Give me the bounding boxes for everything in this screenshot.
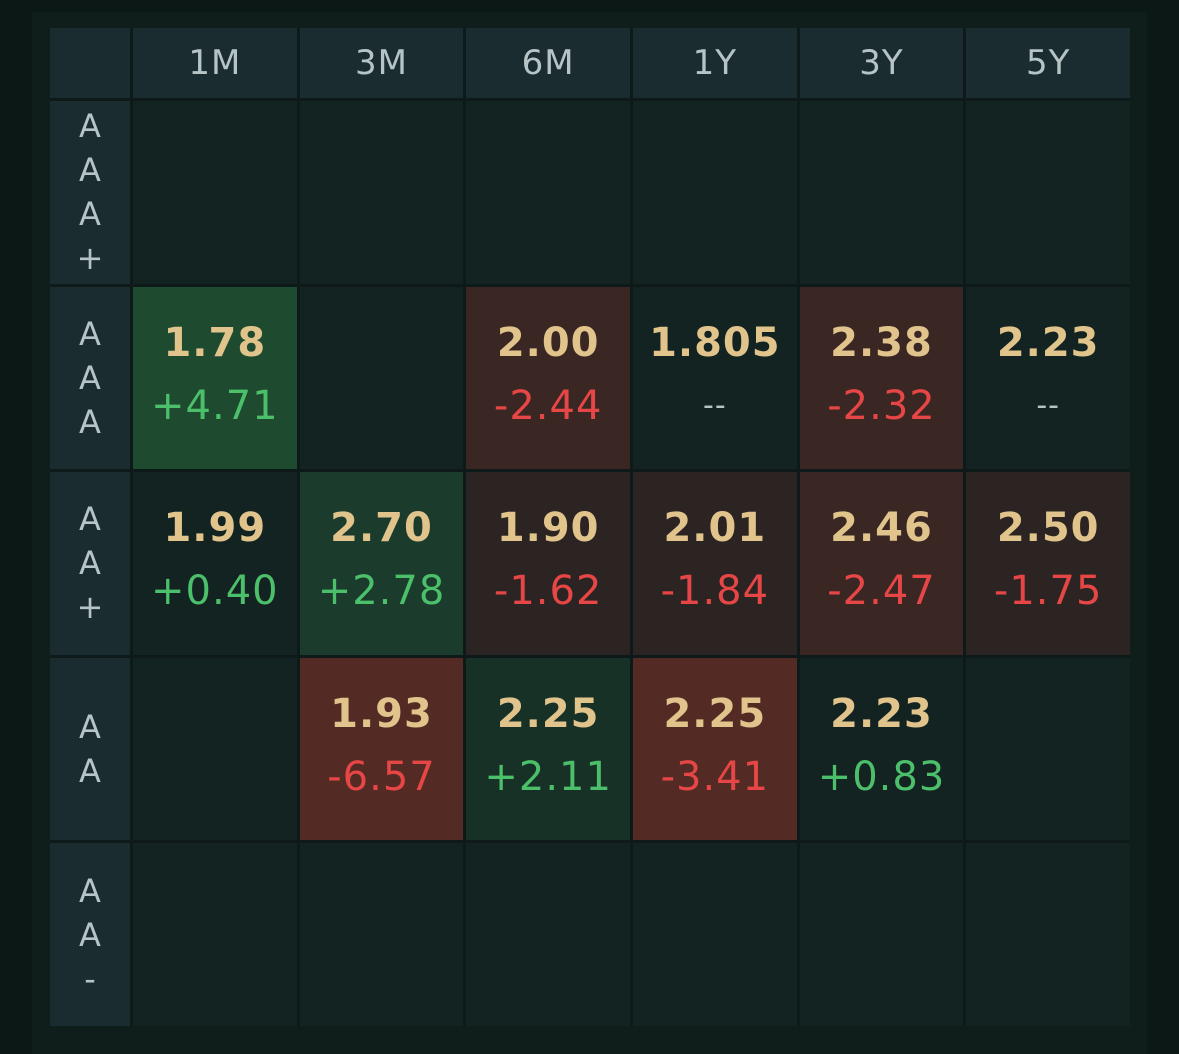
quote-rate: 1.805 — [649, 319, 781, 366]
quote-change: +0.40 — [151, 568, 279, 615]
quote-change: +4.71 — [151, 382, 279, 429]
matrix-corner — [50, 28, 130, 98]
row-header-char: + — [76, 239, 104, 278]
empty-cell — [799, 843, 964, 1026]
quote-rate: 2.70 — [330, 505, 433, 552]
quote-change: -2.32 — [827, 382, 936, 429]
quote-cell[interactable]: 2.23 +0.83 — [799, 657, 964, 841]
column-header-3y: 3Y — [799, 28, 964, 98]
quote-change: -1.62 — [493, 568, 603, 615]
quote-rate: 2.50 — [996, 505, 1100, 552]
empty-cell — [299, 101, 464, 284]
quote-change: -2.44 — [493, 382, 603, 429]
quote-cell[interactable]: 2.01 -1.84 — [633, 472, 797, 655]
quote-change: -- — [1036, 387, 1060, 423]
quote-change: +2.11 — [484, 754, 612, 801]
column-header-1m: 1M — [133, 28, 297, 98]
empty-cell — [466, 843, 630, 1026]
quote-rate: 1.99 — [163, 505, 267, 552]
row-header-char: A — [79, 544, 101, 583]
quote-cell[interactable]: 2.50 -1.75 — [966, 472, 1130, 655]
empty-cell — [966, 843, 1130, 1026]
quote-change: -- — [703, 387, 727, 423]
empty-cell — [133, 843, 297, 1026]
quote-cell[interactable]: 2.23 -- — [966, 286, 1130, 470]
quote-change: +2.78 — [317, 568, 446, 615]
row-header-char: A — [79, 314, 101, 353]
quote-rate: 1.93 — [330, 691, 433, 738]
row-header-rating: A A A + — [50, 101, 130, 284]
empty-cell — [133, 101, 297, 284]
quote-cell[interactable]: 2.25 -3.41 — [633, 657, 797, 841]
row-header-char: A — [79, 107, 101, 146]
quote-rate: 1.90 — [496, 505, 600, 552]
quote-change: -1.75 — [993, 568, 1103, 615]
quote-rate: 2.01 — [663, 505, 767, 552]
rating-tenor-matrix: 1M 3M 6M 1Y 3Y 5Y A A A + A A A 1.78 +4.71 2.00 -2.44 1.8… — [50, 28, 1130, 1026]
quote-rate: 1.78 — [163, 319, 267, 366]
row-header-char: + — [76, 588, 104, 627]
row-header-char: A — [79, 708, 101, 747]
row-header-char: A — [79, 195, 101, 234]
quote-cell[interactable]: 1.99 +0.40 — [133, 472, 297, 655]
empty-cell — [299, 286, 464, 470]
empty-cell — [799, 101, 964, 284]
empty-cell — [966, 101, 1130, 284]
quote-cell[interactable]: 1.90 -1.62 — [466, 472, 630, 655]
column-header-3m: 3M — [299, 28, 464, 98]
row-header-char: A — [79, 358, 101, 397]
quote-rate: 2.23 — [830, 691, 933, 738]
quote-change: -2.47 — [827, 568, 936, 615]
empty-cell — [466, 101, 630, 284]
quote-change: -6.57 — [327, 754, 436, 801]
quote-change: -1.84 — [660, 568, 770, 615]
row-header-char: A — [79, 915, 101, 954]
quote-rate: 2.46 — [830, 505, 933, 552]
quote-cell[interactable]: 2.70 +2.78 — [299, 472, 464, 655]
row-header-char: A — [79, 871, 101, 910]
quote-cell[interactable]: 1.805 -- — [633, 286, 797, 470]
row-header-char: A — [79, 752, 101, 791]
quote-change: +0.83 — [817, 754, 946, 801]
quote-rate: 2.25 — [663, 691, 767, 738]
quote-cell[interactable]: 1.93 -6.57 — [299, 657, 464, 841]
quote-rate: 2.38 — [830, 319, 933, 366]
column-header-6m: 6M — [466, 28, 630, 98]
row-header-char: A — [79, 402, 101, 441]
quote-cell[interactable]: 1.78 +4.71 — [133, 286, 297, 470]
quote-change: -3.41 — [660, 754, 770, 801]
quote-cell[interactable]: 2.46 -2.47 — [799, 472, 964, 655]
empty-cell — [633, 843, 797, 1026]
quote-cell[interactable]: 2.38 -2.32 — [799, 286, 964, 470]
quote-rate: 2.25 — [496, 691, 600, 738]
empty-cell — [966, 657, 1130, 841]
column-header-1y: 1Y — [633, 28, 797, 98]
row-header-char: - — [84, 959, 96, 998]
row-header-rating: A A + — [50, 472, 130, 655]
quote-cell[interactable]: 2.25 +2.11 — [466, 657, 630, 841]
quote-rate: 2.00 — [496, 319, 600, 366]
empty-cell — [633, 101, 797, 284]
row-header-char: A — [79, 151, 101, 190]
empty-cell — [299, 843, 464, 1026]
column-header-5y: 5Y — [966, 28, 1130, 98]
empty-cell — [133, 657, 297, 841]
quote-cell[interactable]: 2.00 -2.44 — [466, 286, 630, 470]
quote-rate: 2.23 — [996, 319, 1100, 366]
row-header-char: A — [79, 500, 101, 539]
